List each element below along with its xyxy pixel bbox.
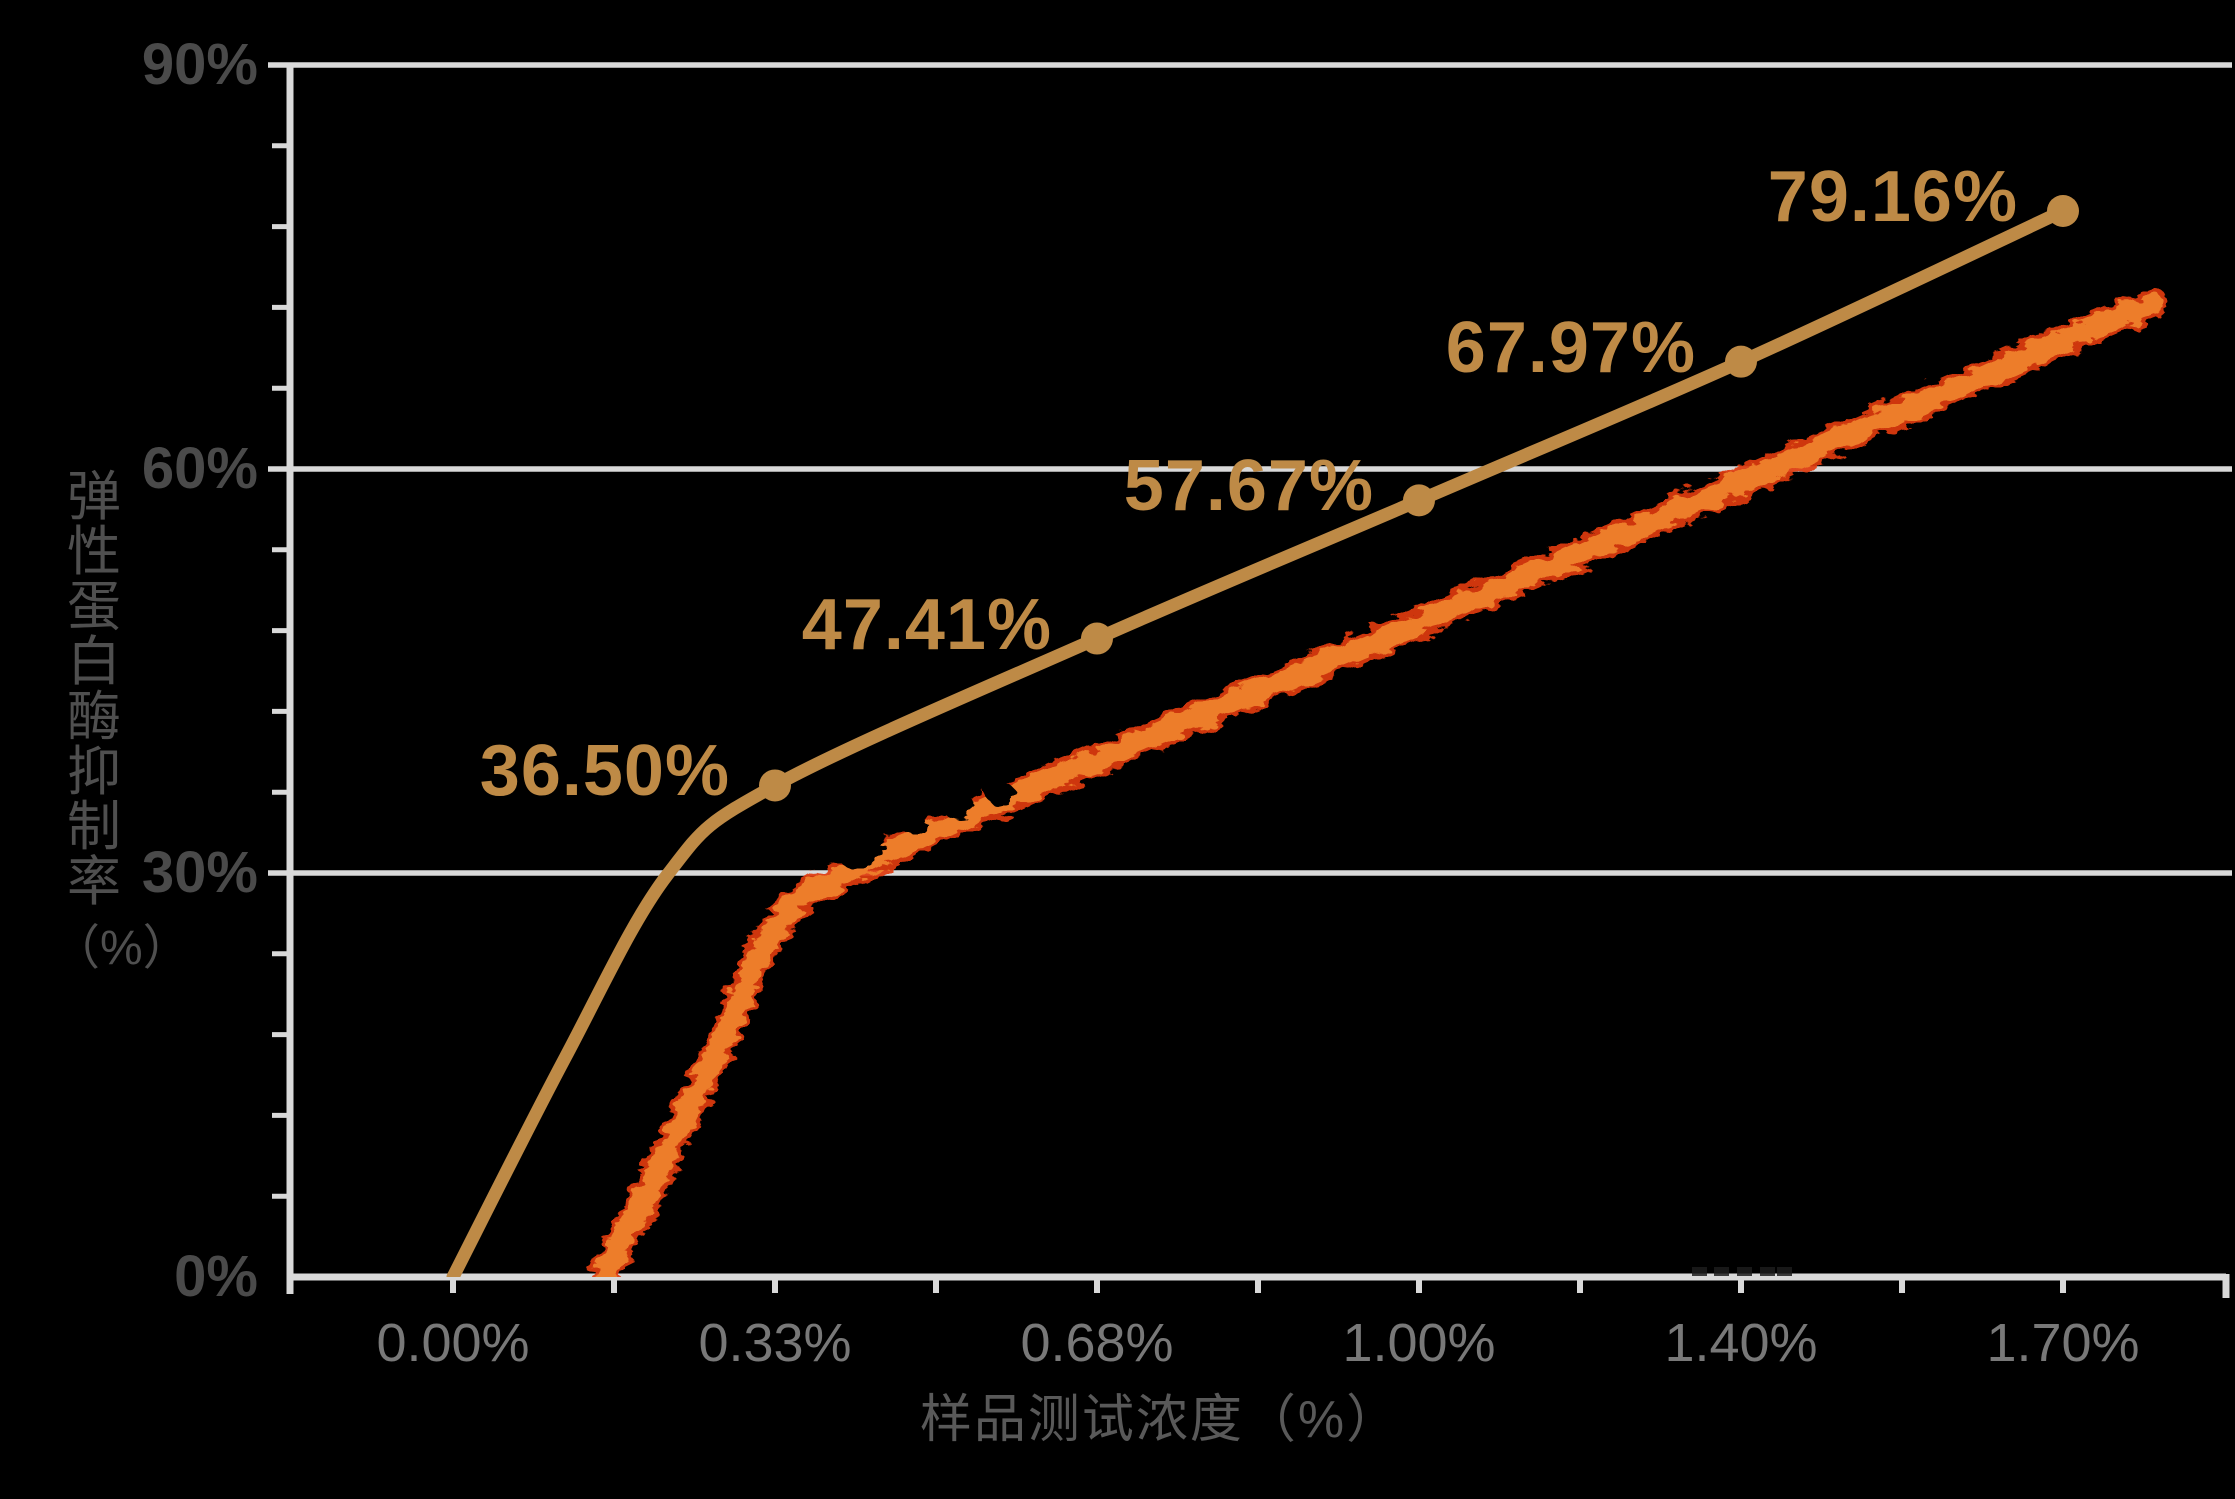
orange-line-core	[593, 292, 2164, 1277]
gold-marker-67.97%	[1725, 345, 1757, 378]
data-label-67.97%: 67.97%	[1445, 307, 1696, 388]
data-label-47.41%: 47.41%	[801, 584, 1052, 665]
x-tick-label-1.00%: 1.00%	[1342, 1313, 1496, 1373]
x-axis-title: 样品测试浓度（%）	[919, 1391, 1401, 1449]
y-tick-label-90%: 90%	[141, 32, 258, 97]
y-tick-label-30%: 30%	[141, 840, 258, 905]
x-tick-label-0.33%: 0.33%	[698, 1313, 852, 1373]
axis-smudge	[1737, 1267, 1752, 1276]
hidden-label-fragment	[896, 809, 928, 833]
y-axis-title-unit: （%）	[52, 922, 191, 975]
axis-smudge	[1714, 1267, 1729, 1276]
y-axis-title: 弹 性 蛋 白 酶 抑 制 率 （%）	[52, 467, 191, 975]
axis-smudge	[1777, 1267, 1792, 1276]
orange-series-group	[588, 287, 2169, 1277]
axis-smudge	[1692, 1267, 1707, 1276]
hidden-label-fragment	[985, 782, 1015, 804]
y-axis-title-text: 弹 性 蛋 白 酶 抑 制 率	[67, 467, 121, 912]
gold-series-group	[446, 194, 2079, 1277]
data-label-79.16%: 79.16%	[1767, 156, 2018, 237]
y-tick-label-0%: 0%	[174, 1244, 258, 1309]
hidden-label-fragment	[857, 824, 887, 848]
data-label-36.50%: 36.50%	[479, 731, 730, 812]
hidden-label-fragment	[941, 794, 975, 818]
gold-marker-36.50%	[759, 769, 791, 802]
x-tick-label-0.00%: 0.00%	[376, 1313, 530, 1373]
x-tick-label-1.70%: 1.70%	[1986, 1313, 2140, 1373]
gold-marker-79.16%	[2047, 194, 2079, 227]
x-tick-label-1.40%: 1.40%	[1664, 1313, 1818, 1373]
gold-marker-47.41%	[1081, 622, 1113, 655]
gold-marker-57.67%	[1403, 484, 1435, 517]
y-tick-label-60%: 60%	[141, 436, 258, 501]
orange-line-edge	[588, 287, 2169, 1277]
data-label-57.67%: 57.67%	[1123, 446, 1374, 527]
x-tick-label-0.68%: 0.68%	[1020, 1313, 1174, 1373]
axis-smudge	[1760, 1267, 1775, 1276]
